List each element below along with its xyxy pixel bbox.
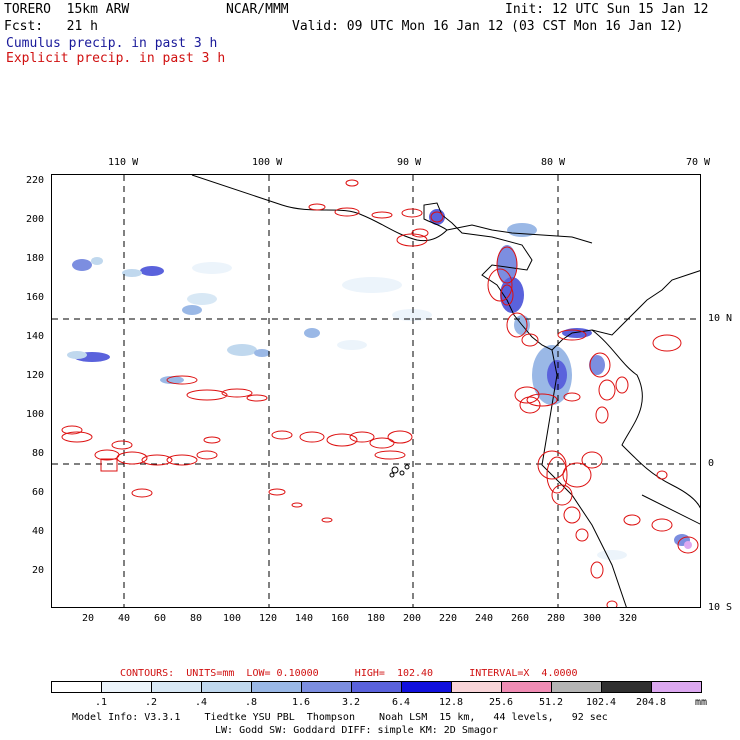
explicit-precip-label: Explicit precip. in past 3 h: [6, 51, 226, 66]
legend-label: 3.2: [341, 697, 361, 708]
legend-swatch: [102, 682, 152, 692]
y-tick: 20: [32, 565, 45, 576]
legend-label: 204.8: [635, 697, 667, 708]
legend-label: 6.4: [391, 697, 411, 708]
x-tick: 180: [367, 613, 386, 624]
lon-label-100w: 100 W: [252, 157, 283, 168]
legend-swatch: [602, 682, 652, 692]
legend-swatch: [252, 682, 302, 692]
explicit-precip-contours: [61, 179, 699, 607]
cumulus-precip-areas: [67, 209, 692, 560]
lat-label-0: 0: [708, 458, 715, 469]
y-tick: 80: [32, 448, 45, 459]
legend-swatch: [402, 682, 452, 692]
lat-lon-grid: [52, 175, 700, 607]
x-tick: 320: [619, 613, 638, 624]
legend-swatch: [352, 682, 402, 692]
x-tick: 120: [259, 613, 278, 624]
x-tick: 20: [82, 613, 95, 624]
y-tick: 180: [26, 253, 45, 264]
contours-info: CONTOURS: UNITS=mm LOW= 0.10000 HIGH= 10…: [120, 668, 578, 679]
legend-swatch: [502, 682, 552, 692]
forecast-hour: Fcst: 21 h: [4, 19, 98, 34]
legend-label: 51.2: [538, 697, 564, 708]
y-tick: 60: [32, 487, 45, 498]
y-tick: 220: [26, 175, 45, 186]
legend-label: .4: [194, 697, 208, 708]
x-tick: 160: [331, 613, 350, 624]
legend-label: 25.6: [488, 697, 514, 708]
lon-label-70w: 70 W: [686, 157, 711, 168]
lon-label-90w: 90 W: [397, 157, 422, 168]
physics-info: LW: Godd SW: Goddard DIFF: simple KM: 2D…: [215, 725, 498, 736]
lon-label-80w: 80 W: [541, 157, 566, 168]
lon-label-110w: 110 W: [108, 157, 139, 168]
model-info: Model Info: V3.3.1 Tiedtke YSU PBL Thomp…: [72, 712, 608, 723]
legend-swatch: [302, 682, 352, 692]
x-tick: 280: [547, 613, 566, 624]
coastlines: [191, 175, 700, 607]
cumulus-precip-label: Cumulus precip. in past 3 h: [6, 36, 218, 51]
precip-color-legend: [51, 681, 702, 693]
x-tick: 80: [190, 613, 203, 624]
lat-label-10n: 10 N: [708, 313, 733, 324]
x-tick: 200: [403, 613, 422, 624]
x-tick: 220: [439, 613, 458, 624]
legend-swatch: [452, 682, 502, 692]
y-tick: 200: [26, 214, 45, 225]
org-label: NCAR/MMM: [226, 2, 289, 17]
x-tick: 240: [475, 613, 494, 624]
x-tick: 60: [154, 613, 167, 624]
legend-swatch: [652, 682, 701, 692]
legend-swatch: [52, 682, 102, 692]
x-tick: 40: [118, 613, 131, 624]
x-tick: 140: [295, 613, 314, 624]
y-tick: 40: [32, 526, 45, 537]
legend-swatch: [202, 682, 252, 692]
legend-unit: mm: [694, 697, 708, 708]
legend-label: .1: [94, 697, 108, 708]
y-tick: 120: [26, 370, 45, 381]
legend-label: 12.8: [438, 697, 464, 708]
y-tick: 140: [26, 331, 45, 342]
precip-map: [51, 174, 701, 608]
legend-label: .2: [144, 697, 158, 708]
y-tick: 160: [26, 292, 45, 303]
legend-label: 102.4: [585, 697, 617, 708]
legend-label: .8: [244, 697, 258, 708]
map-canvas: [52, 175, 700, 607]
legend-label: 1.6: [291, 697, 311, 708]
legend-swatch: [552, 682, 602, 692]
valid-time: Valid: 09 UTC Mon 16 Jan 12 (03 CST Mon …: [292, 19, 684, 34]
y-tick: 100: [26, 409, 45, 420]
model-title: TORERO 15km ARW: [4, 2, 130, 17]
x-tick: 100: [223, 613, 242, 624]
legend-swatch: [152, 682, 202, 692]
init-time: Init: 12 UTC Sun 15 Jan 12: [505, 2, 709, 17]
x-tick: 260: [511, 613, 530, 624]
lat-label-10s: 10 S: [708, 602, 733, 613]
x-tick: 300: [583, 613, 602, 624]
